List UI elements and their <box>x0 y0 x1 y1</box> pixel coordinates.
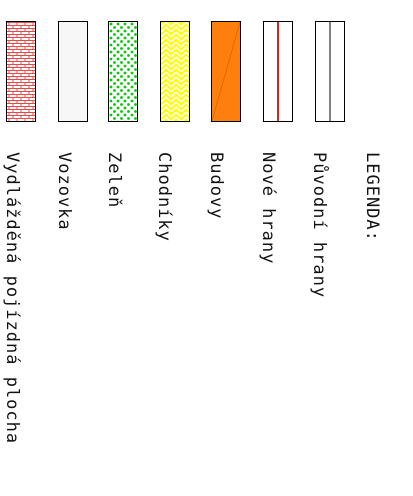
label-sidewalks: Chodníky <box>154 152 174 242</box>
label-original-edges: Původní hrany <box>309 152 329 299</box>
swatch-roadway <box>58 21 88 122</box>
label-buildings: Budovy <box>206 152 226 220</box>
label-roadway: Vozovka <box>54 152 74 231</box>
label-greenery: Zeleň <box>104 152 124 209</box>
swatch-greenery <box>108 21 138 122</box>
legend-title: LEGENDA: <box>362 152 382 242</box>
swatch-paved-drivable-area <box>6 21 36 122</box>
label-new-edges: Nové hrany <box>258 152 278 265</box>
swatch-sidewalks <box>160 21 190 122</box>
swatch-new-edges <box>263 21 293 122</box>
swatch-buildings <box>211 21 241 122</box>
swatch-original-edges <box>315 21 345 122</box>
label-paved-drivable-area: Vydlážděná pojízdná plocha <box>2 152 22 445</box>
